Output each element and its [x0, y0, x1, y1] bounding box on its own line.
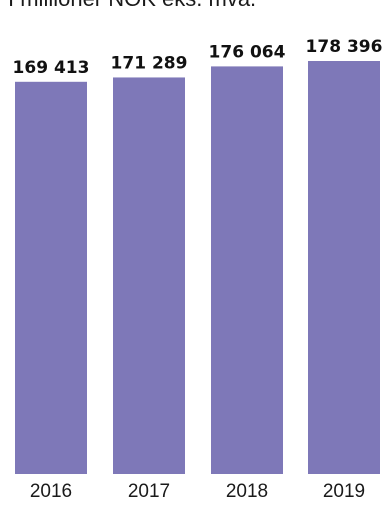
value-label-2018: 176 064 — [209, 42, 286, 62]
value-label-2017: 171 289 — [111, 53, 188, 73]
chart-subtitle: I millioner NOK eks. mva. — [8, 0, 256, 12]
bar-2019 — [308, 61, 380, 474]
x-tick-label-2018: 2018 — [226, 481, 268, 502]
bar-2018 — [211, 66, 283, 475]
x-tick-label-2016: 2016 — [30, 481, 72, 502]
value-label-2019: 178 396 — [306, 37, 383, 57]
value-label-2016: 169 413 — [13, 58, 90, 78]
x-tick-label-2019: 2019 — [323, 481, 365, 502]
x-tick-label-2017: 2017 — [128, 481, 170, 502]
bar-2017 — [113, 77, 185, 474]
bar-2016 — [15, 81, 87, 474]
